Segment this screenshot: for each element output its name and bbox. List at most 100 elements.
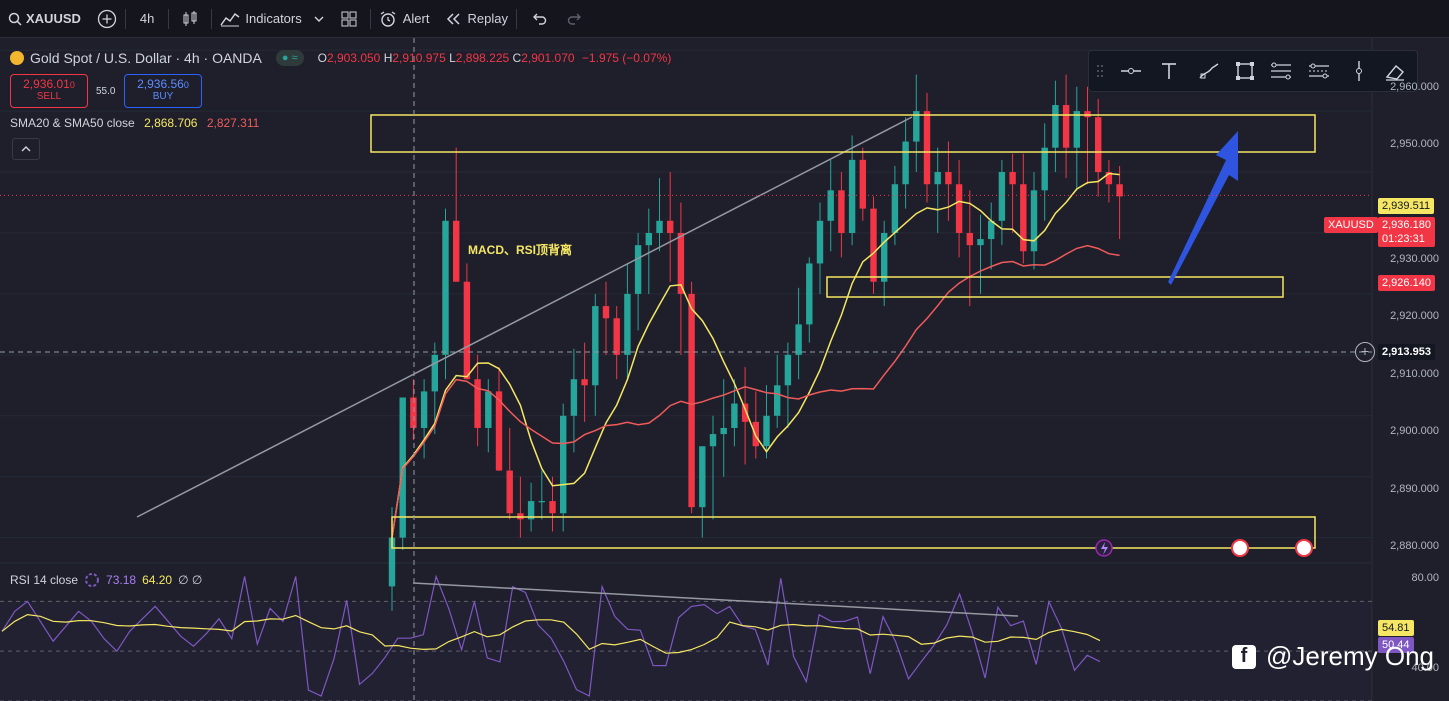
redo-button[interactable]	[561, 0, 589, 37]
candle-up	[634, 245, 642, 294]
alert-button[interactable]: Alert	[371, 0, 438, 37]
price-tick: 2,880.000	[1390, 540, 1439, 552]
fib-tool-icon[interactable]	[1265, 51, 1297, 91]
sell-label: SELL	[36, 91, 62, 102]
candle-down	[602, 306, 610, 319]
horizontal-ray-tool-icon[interactable]	[1115, 51, 1147, 91]
rectangle-tool-icon[interactable]	[1229, 51, 1261, 91]
price-tick: 2,900.000	[1390, 425, 1439, 437]
add-circle-icon	[97, 9, 117, 28]
interval-button[interactable]: 4h	[139, 11, 155, 26]
indicators-dropdown[interactable]	[310, 0, 328, 37]
market-status-badge[interactable]: ● ≈	[275, 50, 304, 66]
symbol-search[interactable]: XAUUSD	[0, 0, 89, 37]
replay-label: Replay	[467, 11, 508, 26]
candle-up	[731, 403, 738, 428]
sma20-price-tag: 2,939.511	[1378, 198, 1435, 214]
sma20-line	[391, 172, 1120, 538]
buy-label: BUY	[152, 91, 174, 102]
vertical-line-tool-icon[interactable]	[1343, 51, 1375, 91]
candle-down	[945, 172, 952, 185]
rsi-ma-line	[1, 613, 1101, 654]
rsi-legend[interactable]: RSI 14 close 73.18 64.20 ∅ ∅	[10, 572, 202, 588]
candle-up	[538, 501, 545, 503]
sma-label: SMA20 & SMA50 close	[10, 116, 135, 130]
price-tick: 2,910.000	[1390, 368, 1439, 380]
eraser-tool-icon[interactable]	[1379, 51, 1411, 91]
current-price-tag: 2,936.180 01:23:31	[1378, 217, 1435, 247]
undo-icon	[532, 13, 547, 25]
spread-value: 55.0	[96, 86, 116, 97]
candle-down	[410, 397, 417, 428]
chart-type-button[interactable]	[169, 0, 211, 37]
candle-up	[709, 434, 717, 447]
sell-price: 2,936.010	[23, 77, 75, 91]
price-tick: 2,890.000	[1390, 483, 1439, 495]
rsi-divergence-line	[412, 582, 1019, 617]
sma50-line	[391, 244, 1120, 538]
replay-button[interactable]: Replay	[437, 0, 515, 37]
layouts-button[interactable]	[328, 0, 370, 37]
drawing-toolbar	[1088, 50, 1418, 92]
candle-up	[1041, 147, 1048, 191]
candle-up	[720, 427, 727, 435]
parallel-channel-tool-icon[interactable]	[1303, 51, 1335, 91]
rsi-value-tag: 50.44	[1378, 637, 1414, 653]
candle-up	[420, 391, 428, 428]
sma50-price-tag: 2,926.140	[1378, 275, 1435, 291]
sell-button[interactable]: 2,936.010 SELL	[10, 74, 88, 108]
candle-up	[934, 172, 941, 185]
candle-down	[677, 232, 685, 294]
candle-up	[1073, 111, 1080, 148]
undo-button[interactable]	[517, 0, 561, 37]
candle-down	[474, 379, 481, 428]
rsi-line	[1, 574, 1101, 697]
candle-up	[431, 354, 438, 392]
support-zone-box	[826, 276, 1284, 298]
collapse-legend-button[interactable]	[12, 138, 40, 160]
compare-button[interactable]	[89, 0, 125, 37]
chevron-down-icon	[314, 16, 324, 22]
chart-area[interactable]	[0, 38, 1449, 701]
candle-up	[1052, 105, 1059, 148]
grid-icon	[341, 11, 357, 26]
candle-up	[442, 220, 449, 355]
buy-button[interactable]: 2,936.560 BUY	[124, 74, 202, 108]
rsi-value: 73.18	[106, 573, 137, 587]
add-level-button[interactable]: +	[1355, 342, 1375, 362]
candle-up	[656, 220, 663, 233]
price-tick: 2,960.000	[1390, 81, 1439, 93]
high-value: 2,910.975	[392, 51, 446, 65]
candle-down	[1116, 184, 1123, 197]
price-chart[interactable]	[0, 38, 1449, 701]
brush-tool-icon[interactable]	[1193, 51, 1225, 91]
candle-down	[870, 208, 877, 282]
buy-price: 2,936.560	[137, 77, 189, 91]
alarm-clock-icon	[380, 10, 396, 27]
search-icon	[8, 12, 22, 26]
candle-down	[923, 111, 931, 185]
candle-up	[848, 159, 856, 233]
candle-up	[624, 293, 631, 355]
rsi-label: RSI 14 close	[10, 573, 79, 587]
candle-down	[495, 391, 503, 471]
sma-legend[interactable]: SMA20 & SMA50 close 2,868.706 2,827.311	[10, 116, 259, 130]
candle-up	[998, 172, 1006, 221]
author-handle: @Jeremy Ong	[1266, 641, 1434, 671]
drag-handle-icon[interactable]	[1091, 51, 1109, 91]
candle-up	[485, 391, 492, 428]
rsi-settings-icon[interactable]	[84, 572, 100, 588]
symbol-name: XAUUSD	[26, 11, 81, 26]
price-tick: 2,930.000	[1390, 253, 1439, 265]
candle-up	[570, 379, 578, 416]
candle-up	[881, 232, 888, 282]
up-arrow	[1168, 131, 1238, 285]
text-tool-icon[interactable]	[1153, 51, 1185, 91]
divergence-annotation[interactable]: MACD、RSI顶背离	[468, 243, 572, 257]
rewind-icon	[447, 12, 461, 25]
indicators-button[interactable]: Indicators	[212, 0, 309, 37]
gold-coin-icon	[10, 51, 24, 65]
candle-up	[388, 537, 396, 587]
resistance-zone-box	[370, 114, 1316, 153]
top-toolbar: XAUUSD 4h Indicators Alert Replay	[0, 0, 1449, 38]
